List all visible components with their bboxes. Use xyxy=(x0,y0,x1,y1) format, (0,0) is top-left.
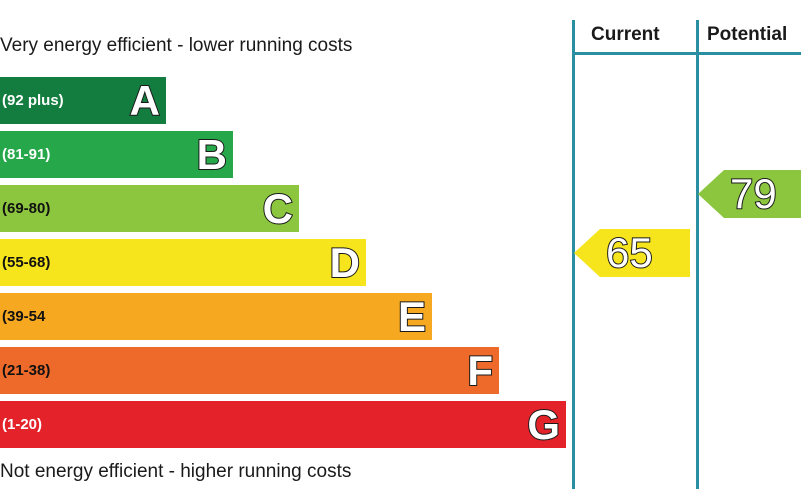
band-f: (21-38) F xyxy=(0,347,499,394)
bottom-caption: Not energy efficient - higher running co… xyxy=(0,461,352,482)
band-a-letter: A xyxy=(129,77,161,124)
band-g-letter: G xyxy=(526,401,561,448)
band-f-range: (21-38) xyxy=(2,362,51,379)
band-d-range: (55-68) xyxy=(2,254,51,271)
band-a: (92 plus) A xyxy=(0,77,166,124)
band-e: (39-54 E xyxy=(0,293,432,340)
band-b-letter: B xyxy=(196,131,228,178)
band-g: (1-20) G xyxy=(0,401,566,448)
potential-column-divider xyxy=(696,20,699,489)
band-c: (69-80) C xyxy=(0,185,299,232)
band-c-letter: C xyxy=(262,185,294,232)
header-rule xyxy=(572,52,801,55)
current-rating-arrow: 65 xyxy=(574,229,690,277)
band-d: (55-68) D xyxy=(0,239,366,286)
band-f-letter: F xyxy=(466,347,494,394)
band-c-range: (69-80) xyxy=(2,200,51,217)
band-g-range: (1-20) xyxy=(2,416,43,433)
band-d-letter: D xyxy=(329,239,361,286)
top-caption: Very energy efficient - lower running co… xyxy=(0,35,353,56)
band-b-range: (81-91) xyxy=(2,146,51,163)
band-b: (81-91) B xyxy=(0,131,233,178)
current-column-divider xyxy=(572,20,575,489)
band-e-range: (39-54 xyxy=(2,308,46,325)
current-column-header: Current xyxy=(591,24,660,45)
potential-column-header: Potential xyxy=(707,24,788,45)
current-rating-value: 65 xyxy=(605,229,654,277)
potential-rating-arrow: 79 xyxy=(698,170,801,218)
potential-rating-value: 79 xyxy=(729,170,778,218)
band-e-letter: E xyxy=(397,293,427,340)
band-a-range: (92 plus) xyxy=(2,92,64,109)
